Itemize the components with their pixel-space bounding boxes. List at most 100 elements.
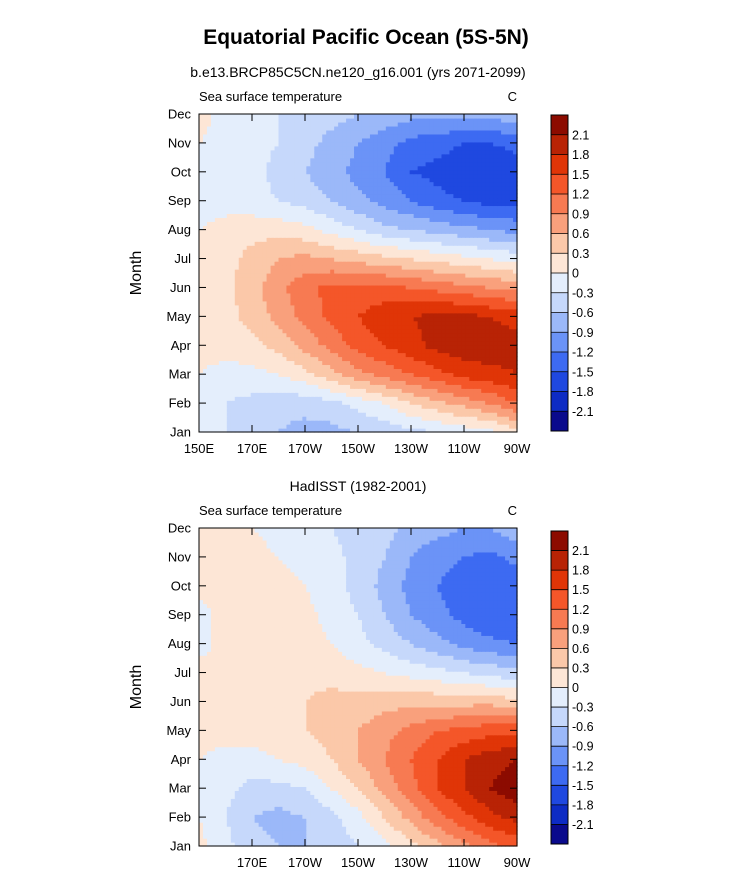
heatmap-cell — [266, 284, 272, 290]
heatmap-cell — [413, 372, 419, 377]
heatmap-cell — [433, 229, 439, 234]
heatmap-cell — [278, 364, 284, 370]
heatmap-cell — [477, 364, 482, 370]
heatmap-cell — [441, 392, 447, 397]
heatmap-cell — [381, 332, 387, 338]
heatmap-cell — [365, 336, 371, 342]
heatmap-cell — [334, 304, 339, 310]
heatmap-cell — [461, 368, 466, 373]
heatmap-cell — [501, 221, 506, 226]
heatmap-cell — [493, 428, 498, 433]
heatmap-cell — [417, 261, 423, 266]
heatmap-cell — [302, 304, 307, 310]
heatmap-cell — [413, 185, 419, 191]
heatmap-cell — [489, 324, 494, 330]
heatmap-cell — [322, 316, 327, 322]
heatmap-cell — [258, 332, 264, 338]
heatmap-cell — [234, 189, 240, 195]
heatmap-cell — [350, 312, 355, 318]
heatmap-cell — [485, 392, 490, 397]
heatmap-cell — [306, 189, 311, 195]
heatmap-cell — [493, 400, 498, 405]
heatmap-cell — [469, 201, 474, 207]
heatmap-cell — [206, 412, 212, 417]
heatmap-cell — [234, 249, 240, 254]
heatmap-cell — [453, 340, 458, 346]
heatmap-cell — [286, 424, 292, 429]
heatmap-cell — [425, 304, 431, 310]
heatmap-cell — [413, 284, 419, 290]
heatmap-cell — [497, 368, 502, 373]
heatmap-cell — [218, 328, 224, 334]
heatmap-cell — [222, 316, 228, 322]
heatmap-cell — [258, 420, 264, 425]
heatmap-cell — [234, 364, 240, 370]
heatmap-cell — [481, 225, 486, 230]
heatmap-cell — [246, 328, 252, 334]
heatmap-cell — [445, 392, 451, 397]
heatmap-cell — [222, 276, 228, 282]
heatmap-cell — [294, 249, 299, 254]
heatmap-cell — [453, 241, 458, 246]
heatmap-cell — [389, 209, 395, 214]
heatmap-cell — [429, 312, 435, 318]
heatmap-cell — [262, 336, 268, 342]
heatmap-cell — [425, 404, 431, 409]
heatmap-cell — [342, 284, 347, 290]
heatmap-cell — [409, 197, 415, 203]
heatmap-cell — [326, 241, 331, 246]
heatmap-cell — [501, 332, 506, 338]
heatmap-cell — [222, 201, 228, 207]
heatmap-cell — [377, 368, 383, 373]
heatmap-cell — [266, 189, 272, 195]
heatmap-cell — [286, 217, 292, 222]
heatmap-cell — [401, 360, 407, 366]
heatmap-cell — [505, 336, 510, 342]
heatmap-cell — [270, 412, 276, 417]
heatmap-cell — [270, 384, 276, 389]
heatmap-cell — [469, 384, 474, 389]
heatmap-cell — [465, 193, 470, 199]
heatmap-cell — [234, 292, 240, 298]
heatmap-cell — [338, 316, 343, 322]
heatmap-cell — [369, 336, 375, 342]
heatmap-cell — [461, 300, 466, 306]
heatmap-cell — [477, 269, 482, 274]
heatmap-cell — [334, 229, 339, 234]
heatmap-cell — [274, 312, 280, 318]
heatmap-cell — [222, 288, 228, 294]
heatmap-cell — [385, 360, 391, 366]
heatmap-cell — [234, 300, 240, 306]
heatmap-cell — [199, 209, 204, 214]
heatmap-cell — [346, 265, 351, 270]
heatmap-cell — [509, 225, 514, 230]
heatmap-cell — [314, 233, 319, 238]
heatmap-cell — [381, 408, 387, 413]
heatmap-cell — [437, 225, 443, 230]
heatmap-cell — [298, 420, 303, 425]
heatmap-cell — [441, 261, 447, 266]
heatmap-cell — [433, 344, 439, 350]
heatmap-cell — [199, 344, 204, 350]
heatmap-cell — [361, 201, 367, 207]
heatmap-cell — [473, 328, 478, 334]
heatmap-cell — [350, 249, 355, 254]
heatmap-cell — [425, 332, 431, 338]
heatmap-cell — [234, 197, 240, 203]
heatmap-cell — [425, 424, 431, 429]
heatmap-cell — [513, 316, 518, 322]
heatmap-cell — [405, 249, 411, 254]
heatmap-cell — [218, 273, 224, 278]
heatmap-cell — [445, 229, 451, 234]
heatmap-cell — [290, 384, 296, 389]
heatmap-cell — [202, 300, 208, 306]
heatmap-cell — [238, 420, 244, 425]
heatmap-cell — [346, 292, 351, 298]
heatmap-cell — [389, 344, 395, 350]
heatmap-cell — [286, 185, 292, 191]
heatmap-cell — [409, 380, 415, 385]
heatmap-cell — [206, 372, 212, 377]
heatmap-cell — [373, 304, 379, 310]
heatmap-cell — [461, 392, 466, 397]
heatmap-cell — [497, 217, 502, 222]
